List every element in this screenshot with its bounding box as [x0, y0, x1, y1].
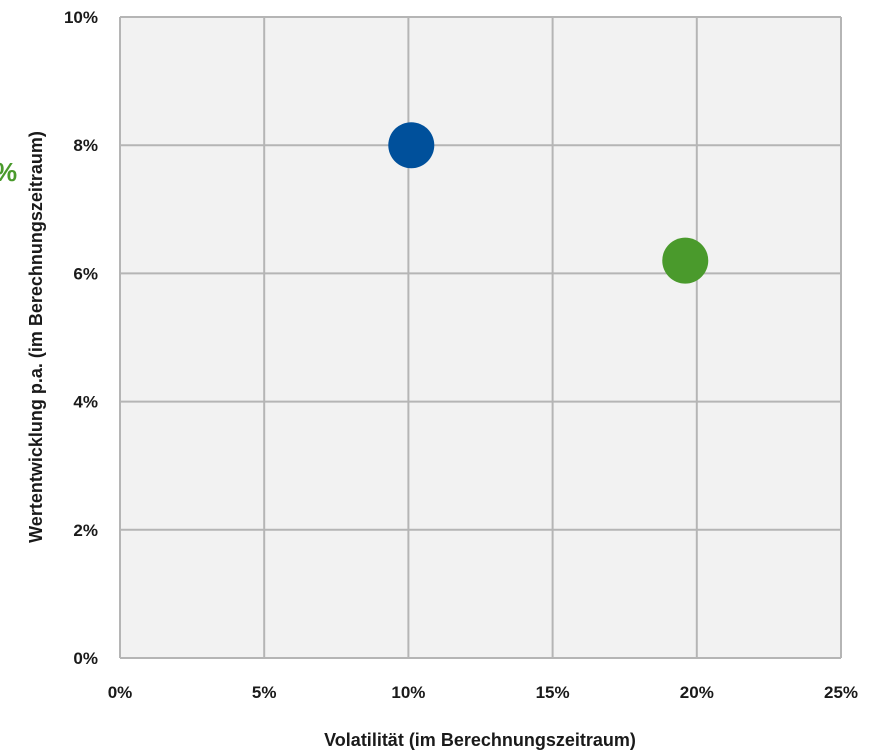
x-tick-label: 15% [536, 683, 570, 702]
partial-label: % [0, 157, 17, 187]
x-tick-label: 20% [680, 683, 714, 702]
y-tick-label: 0% [73, 649, 98, 668]
y-tick-label: 8% [73, 136, 98, 155]
y-tick-label: 2% [73, 521, 98, 540]
y-axis-title: Wertentwicklung p.a. (im Berechnungszeit… [26, 131, 46, 543]
x-tick-label: 0% [108, 683, 133, 702]
x-tick-labels: 0% 5% 10% 15% 20% 25% [108, 683, 858, 702]
plot-area [120, 17, 841, 658]
x-tick-label: 10% [391, 683, 425, 702]
data-point [662, 237, 709, 284]
x-tick-label: 5% [252, 683, 277, 702]
data-point [388, 122, 435, 169]
y-tick-label: 6% [73, 264, 98, 283]
x-tick-label: 25% [824, 683, 858, 702]
y-tick-labels: 0% 2% 4% 6% 8% 10% [64, 8, 98, 668]
y-tick-label: 10% [64, 8, 98, 27]
x-axis-title: Volatilität (im Berechnungszeitraum) [324, 730, 636, 750]
y-tick-label: 4% [73, 393, 98, 412]
data-points [388, 122, 709, 284]
